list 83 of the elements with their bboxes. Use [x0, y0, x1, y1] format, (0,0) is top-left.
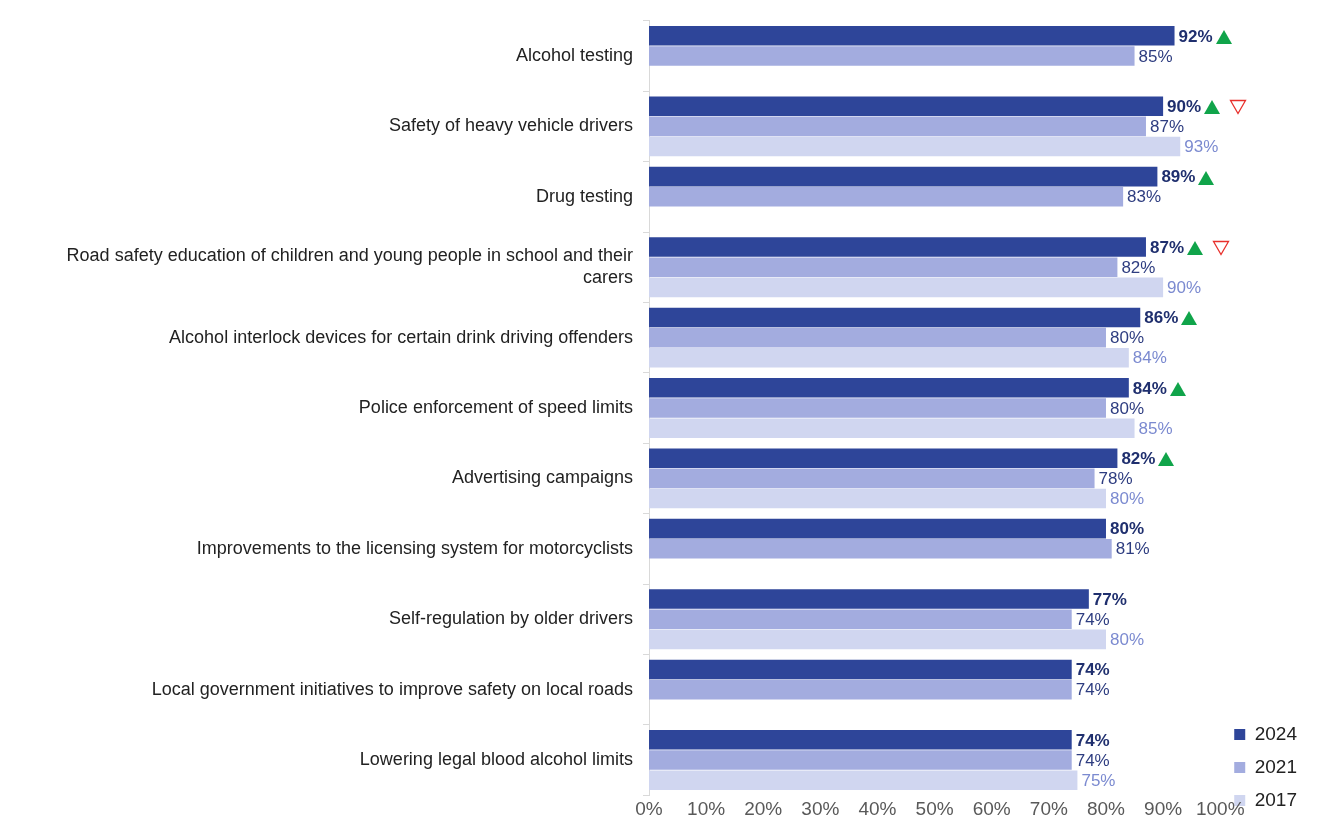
bar: [649, 750, 1072, 770]
y-tick-label: Local government initiatives to improve safety on local roads: [151, 678, 633, 699]
data-label: 83%: [1127, 187, 1162, 207]
x-tick-label: 50%: [915, 797, 954, 819]
x-tick-label: 20%: [744, 797, 783, 819]
legend-label: 2017: [1254, 788, 1298, 810]
bar: [649, 418, 1135, 438]
bar: [649, 257, 1118, 277]
bar: [649, 327, 1106, 348]
data-label: 80%: [1109, 398, 1145, 418]
data-label: 80%: [1109, 630, 1145, 650]
bar: [649, 116, 1146, 137]
legend-label: 2021: [1254, 755, 1298, 777]
y-tick-label: Alcohol interlock devices for certain drink driving offenders: [169, 326, 633, 347]
data-label: 80%: [1109, 489, 1145, 509]
data-label: 74%: [1075, 750, 1110, 770]
bar: [649, 770, 1078, 790]
bar: [649, 166, 1158, 187]
data-label: 86%: [1144, 308, 1179, 328]
data-label: 78%: [1098, 469, 1133, 489]
y-tick-label: Safety of heavy vehicle drivers: [388, 115, 633, 136]
data-label: 89%: [1161, 167, 1196, 187]
bar: [649, 629, 1106, 650]
x-tick-label: 70%: [1029, 797, 1068, 819]
bar: [649, 539, 1112, 559]
y-tick-label: Advertising campaigns: [451, 467, 633, 488]
x-tick-label: 30%: [801, 797, 840, 819]
bar: [649, 398, 1106, 418]
bar: [649, 378, 1129, 398]
data-label: 75%: [1081, 770, 1116, 790]
bar: [649, 26, 1175, 46]
data-label: 82%: [1121, 257, 1156, 277]
data-label: 90%: [1167, 96, 1202, 116]
y-tick-label: Road safety education of children and young people in school and their carers: [66, 245, 633, 287]
x-tick-label: 0%: [635, 797, 663, 819]
data-label: 82%: [1121, 448, 1156, 468]
bar: [649, 307, 1141, 328]
bar: [649, 679, 1072, 700]
bar: [649, 46, 1135, 66]
data-label: 81%: [1115, 539, 1150, 559]
x-tick-label: 80%: [1086, 797, 1126, 819]
data-label: 93%: [1184, 137, 1219, 157]
bar: [649, 488, 1106, 509]
data-label: 80%: [1109, 519, 1145, 539]
data-label: 90%: [1167, 278, 1202, 298]
data-label: 74%: [1075, 730, 1110, 750]
bar: [649, 237, 1146, 257]
bar: [649, 468, 1095, 489]
y-tick-label: Alcohol testing: [515, 44, 633, 65]
y-tick-label: Self-regulation by older drivers: [388, 608, 633, 629]
bar: [649, 136, 1181, 157]
data-label: 74%: [1075, 680, 1110, 700]
x-tick-label: 40%: [858, 797, 897, 819]
data-label: 77%: [1092, 589, 1127, 609]
bar: [649, 609, 1072, 629]
data-label: 74%: [1075, 609, 1110, 629]
data-label: 85%: [1138, 418, 1173, 438]
data-label: 85%: [1138, 46, 1173, 66]
bar: [649, 448, 1118, 469]
y-tick-label: Drug testing: [535, 185, 633, 206]
y-tick-label: Improvements to the licensing system for motorcyclists: [196, 537, 633, 558]
data-label: 80%: [1109, 328, 1145, 348]
bar: [649, 277, 1164, 298]
data-label: 84%: [1132, 348, 1167, 368]
data-label: 92%: [1178, 26, 1213, 46]
data-label: 74%: [1075, 660, 1110, 680]
bar: [649, 730, 1072, 750]
data-label: 87%: [1149, 117, 1184, 137]
data-label: 87%: [1149, 237, 1184, 257]
bar: [649, 347, 1129, 368]
x-tick-label: 90%: [1144, 797, 1183, 819]
y-tick-label: Police enforcement of speed limits: [358, 396, 633, 417]
y-tick-label: Lowering legal blood alcohol limits: [359, 748, 633, 769]
bar: [649, 187, 1124, 207]
bar: [649, 659, 1072, 680]
legend-label: 2024: [1254, 722, 1298, 744]
bar: [649, 589, 1089, 609]
data-label: 84%: [1132, 378, 1167, 398]
x-tick-label: 60%: [972, 797, 1011, 819]
x-tick-label: 100%: [1195, 797, 1245, 819]
x-tick-label: 10%: [687, 797, 726, 819]
bar: [649, 518, 1106, 539]
bar: [649, 96, 1164, 117]
